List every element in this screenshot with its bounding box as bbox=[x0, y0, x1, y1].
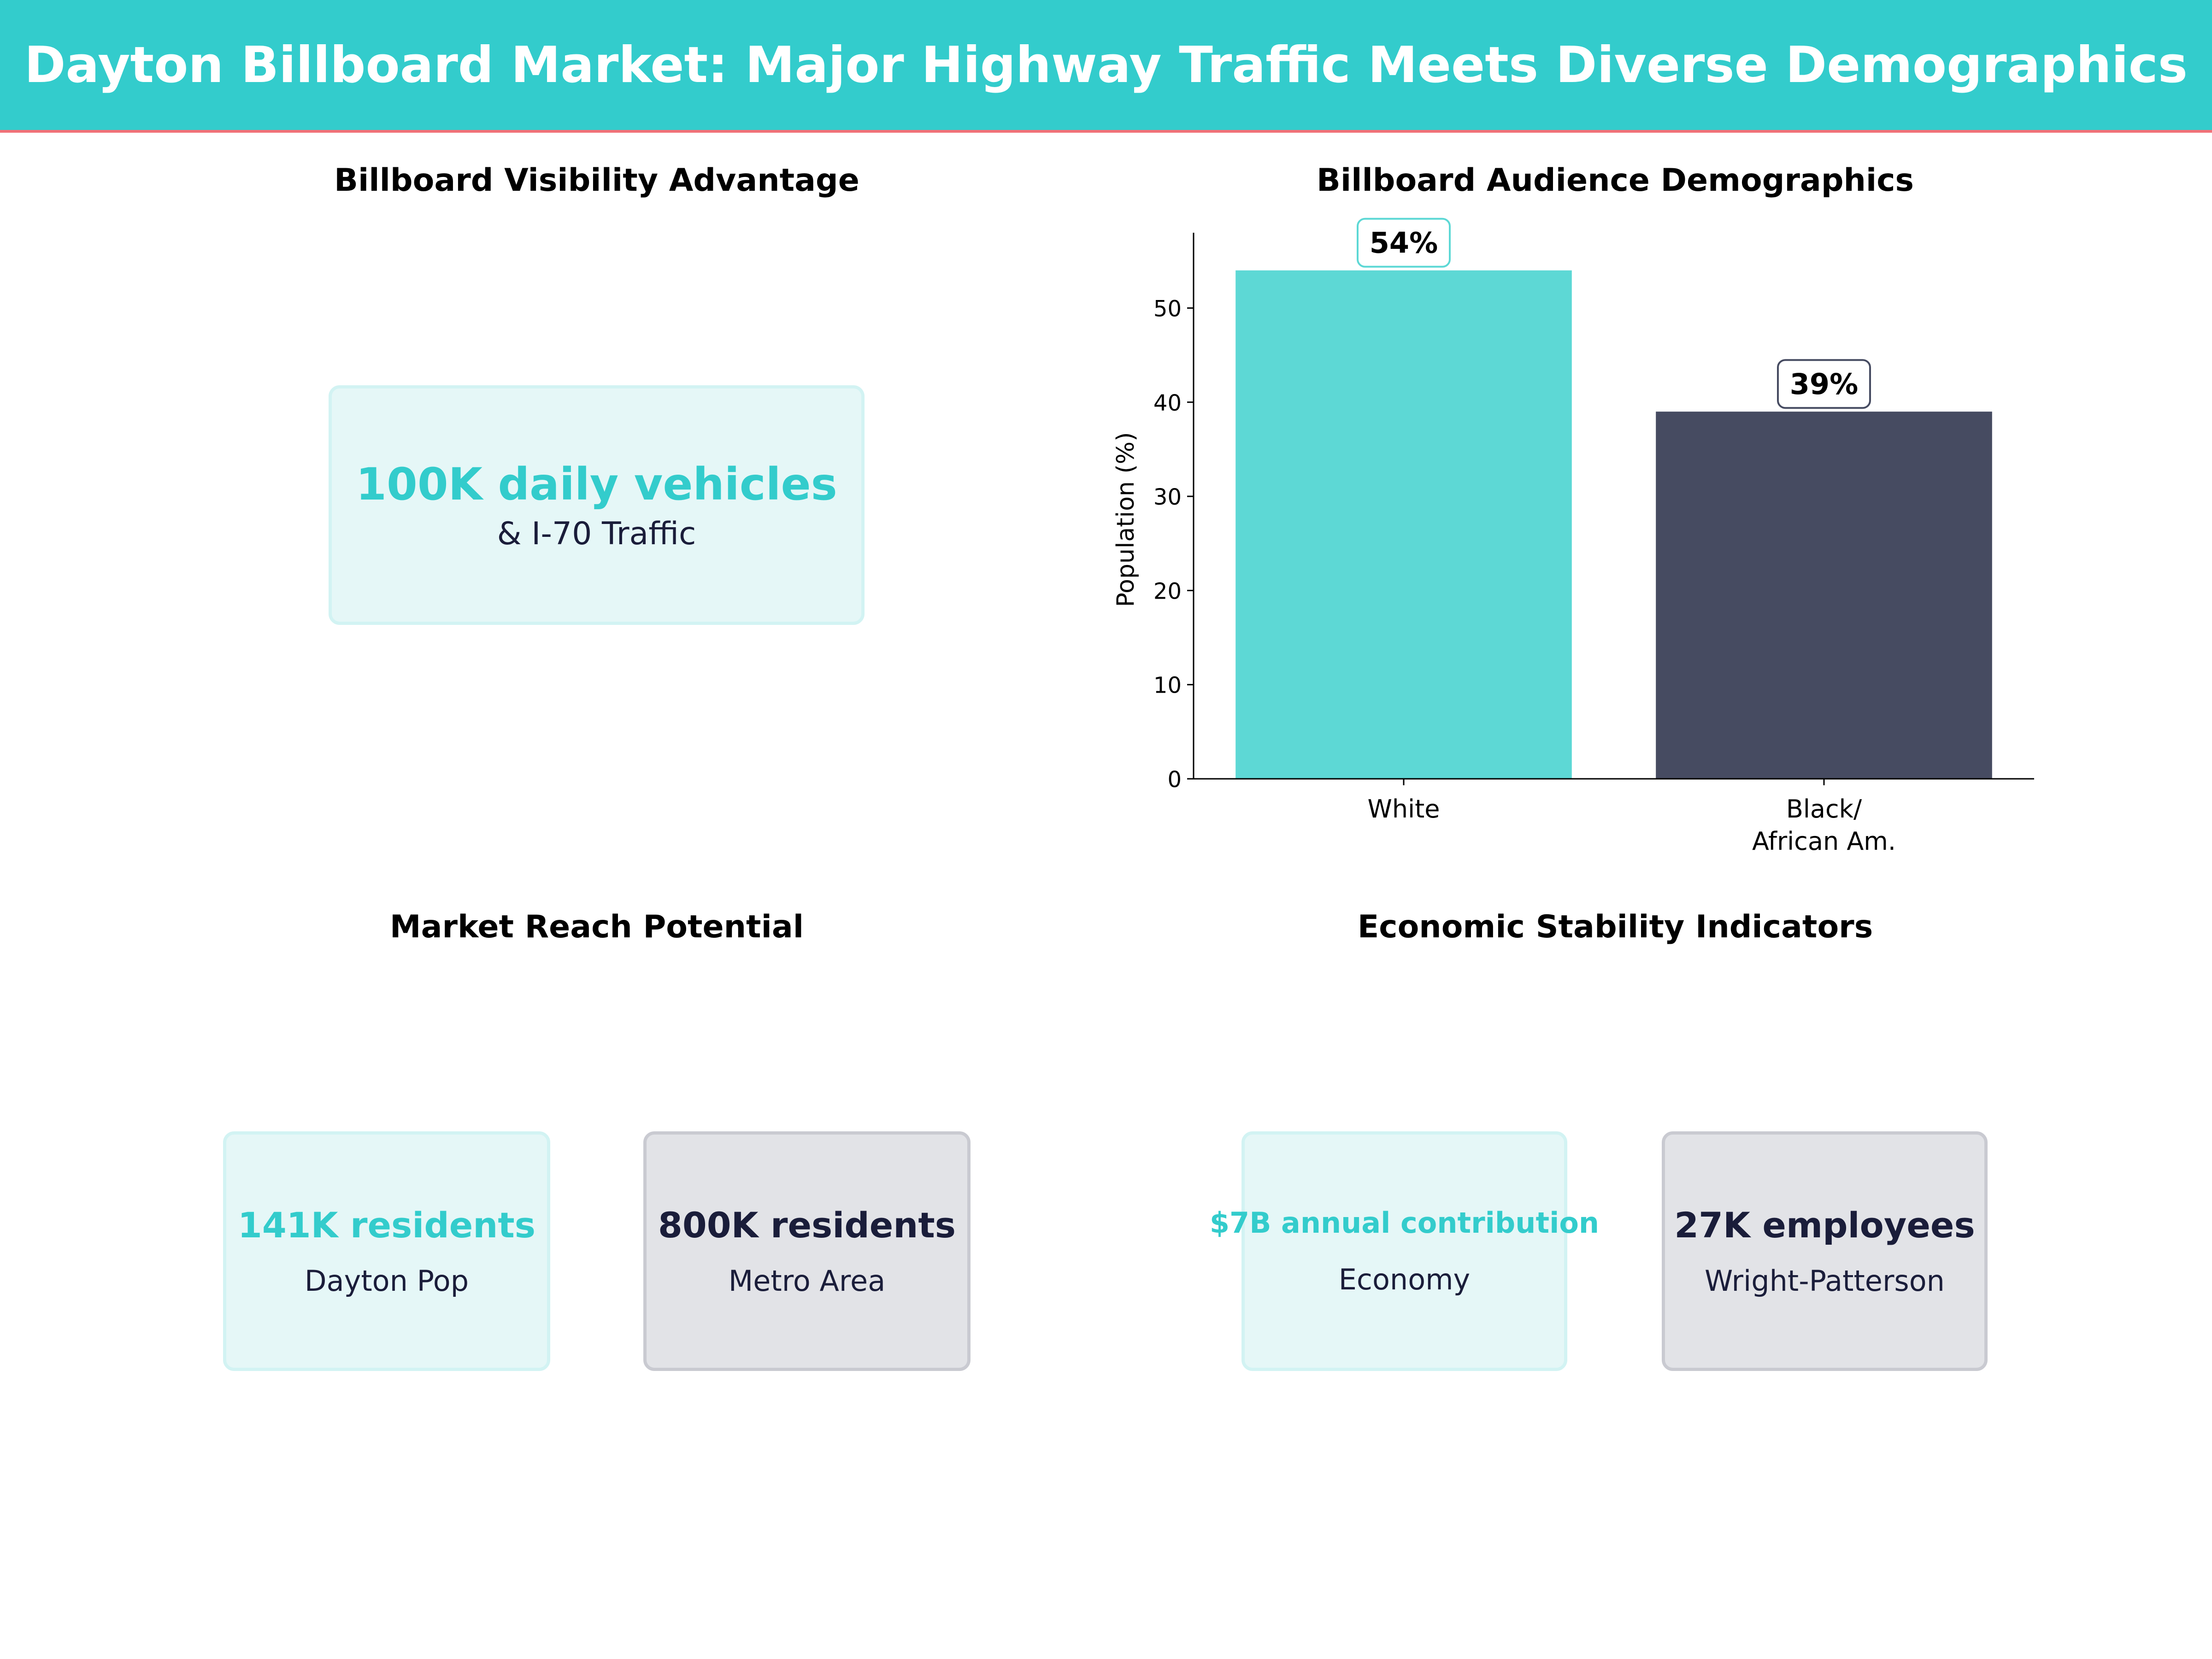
bar-1 bbox=[1656, 412, 1992, 779]
y-tick-label: 30 bbox=[1153, 484, 1182, 510]
y-tick-label: 20 bbox=[1153, 578, 1182, 604]
x-tick-label: Black/ bbox=[1786, 794, 1862, 824]
economy-label: Wright-Patterson bbox=[1705, 1264, 1945, 1298]
data-label: 54% bbox=[1370, 226, 1438, 260]
visibility-title: Billboard Visibility Advantage bbox=[334, 162, 859, 199]
visibility-value: 100K daily vehicles bbox=[356, 458, 837, 510]
visibility-label: & I-70 Traffic bbox=[497, 515, 696, 552]
economy-card-contribution: $7B annual contribution Economy bbox=[1210, 1131, 1599, 1371]
reach-title: Market Reach Potential bbox=[389, 909, 804, 945]
data-label-box bbox=[1357, 218, 1451, 268]
economy-value: $7B annual contribution bbox=[1209, 1206, 1600, 1240]
reach-label: Metro Area bbox=[728, 1264, 886, 1298]
reach-value: 800K residents bbox=[658, 1205, 956, 1246]
data-label: 39% bbox=[1790, 367, 1858, 401]
y-tick-label: 40 bbox=[1153, 390, 1182, 416]
economy-title: Economic Stability Indicators bbox=[1357, 909, 1873, 945]
reach-label: Dayton Pop bbox=[304, 1264, 469, 1298]
page-title: Dayton Billboard Market: Major Highway T… bbox=[24, 36, 2188, 94]
data-label-box bbox=[1777, 359, 1871, 409]
economy-label: Economy bbox=[1338, 1263, 1471, 1296]
bar-0 bbox=[1235, 270, 1572, 779]
y-axis-label: Population (%) bbox=[1112, 432, 1140, 607]
reach-value: 141K residents bbox=[238, 1205, 535, 1246]
economy-card-wpafb: 27K employees Wright-Patterson bbox=[1662, 1131, 1988, 1371]
y-tick-label: 0 bbox=[1167, 767, 1182, 793]
x-tick-label: White bbox=[1367, 794, 1440, 824]
reach-card-metro: 800K residents Metro Area bbox=[643, 1131, 971, 1371]
header-banner: Dayton Billboard Market: Major Highway T… bbox=[0, 0, 2212, 133]
visibility-card: 100K daily vehicles & I-70 Traffic bbox=[329, 385, 865, 625]
y-tick-label: 10 bbox=[1153, 673, 1182, 699]
economy-value: 27K employees bbox=[1674, 1205, 1975, 1246]
x-tick-label: African Am. bbox=[1752, 827, 1896, 856]
chart-title: Billboard Audience Demographics bbox=[1317, 162, 1914, 199]
y-tick-label: 50 bbox=[1153, 296, 1182, 322]
reach-card-dayton: 141K residents Dayton Pop bbox=[223, 1131, 550, 1371]
